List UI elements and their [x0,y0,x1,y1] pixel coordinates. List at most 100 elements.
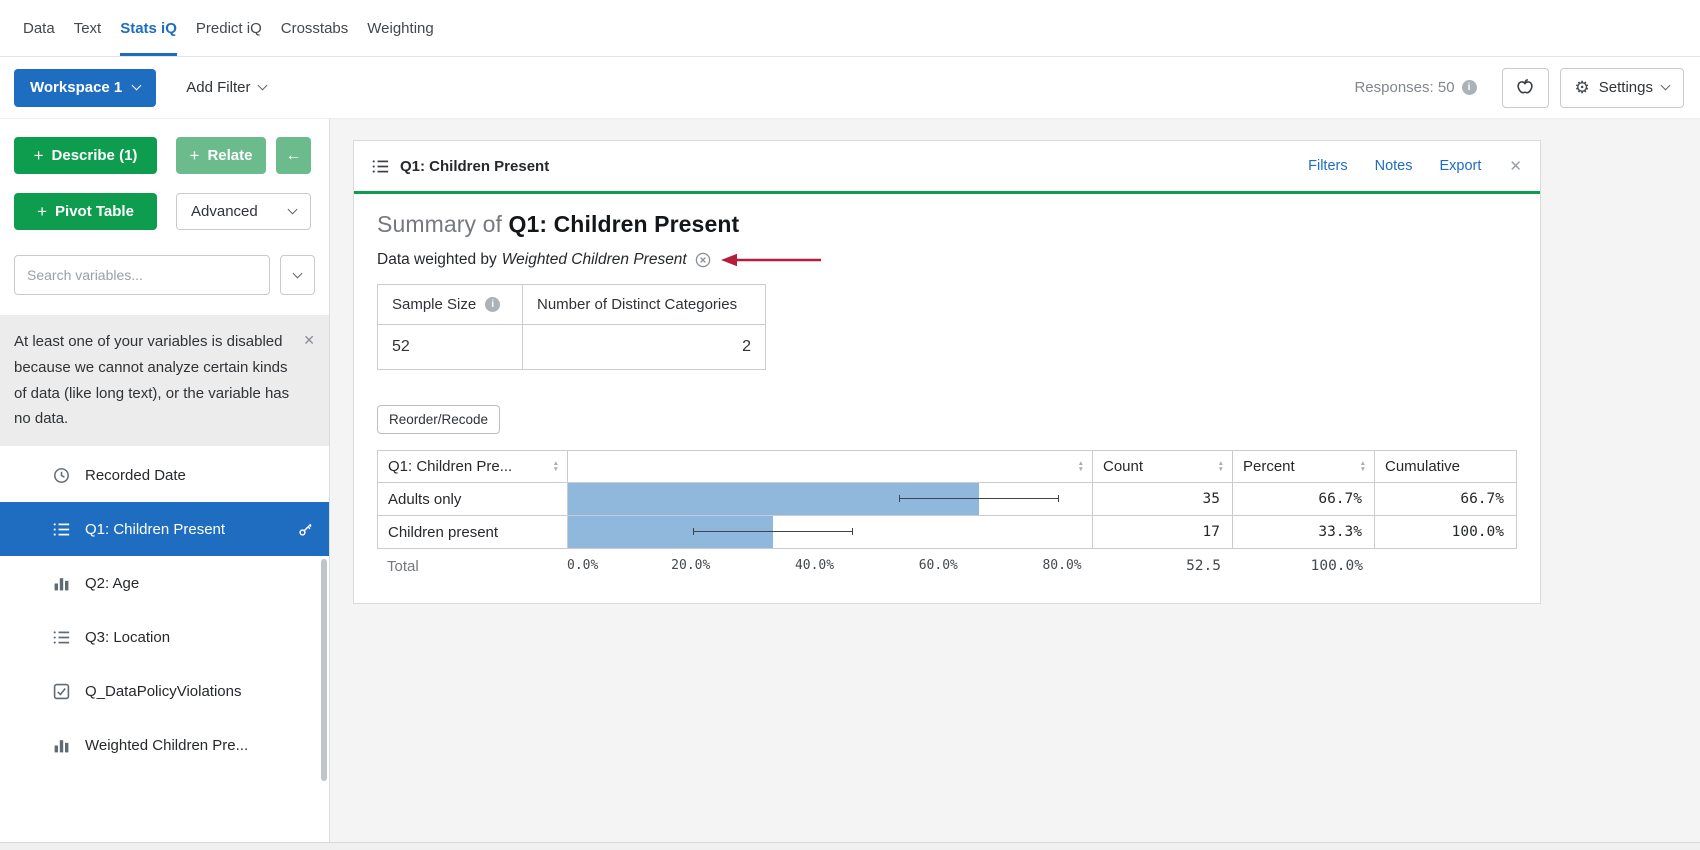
filters-link[interactable]: Filters [1308,158,1348,174]
bar-cell [567,515,1093,549]
info-icon: i [1461,80,1477,95]
variable-item[interactable]: Weighted Children Pre... [0,718,329,772]
tab-stats-iq[interactable]: Stats iQ [120,0,177,56]
cumulative-value: 100.0% [1374,515,1517,549]
collapse-panel-button[interactable]: ← [276,137,311,174]
results-tbody: Adults only 35 66.7% 66.7% Children present 1… [377,482,1517,549]
learning-resources-button[interactable] [1501,67,1549,108]
notice-text: At least one of your variables is disabl… [14,333,290,428]
pivot-table-label: Pivot Table [55,203,134,220]
advanced-dropdown[interactable]: Advanced [176,193,311,230]
summary-variable-name: Q1: Children Present [508,211,740,237]
clock-icon [53,467,70,484]
variable-item[interactable]: Q3: Location [0,610,329,664]
column-header-cumulative[interactable]: Cumulative [1374,450,1517,483]
reorder-recode-button[interactable]: Reorder/Recode [377,405,501,434]
bar [568,483,980,515]
variable-item[interactable]: Q2: Age [0,556,329,610]
variable-label: Q_DataPolicyViolations [85,682,242,700]
chevron-down-icon [258,80,268,91]
sidebar: + Describe (1) + Relate ← + Pivot Table … [0,119,330,850]
tab-text[interactable]: Text [73,19,102,37]
chevron-down-icon [292,268,303,278]
variable-label: Weighted Children Pre... [85,736,249,754]
result-row: Adults only 35 66.7% 66.7% [377,482,1517,516]
chevron-down-icon [131,80,142,91]
count-value: 17 [1092,515,1233,549]
notes-link[interactable]: Notes [1374,158,1413,174]
axis-tick: 20.0% [671,558,711,573]
chevron-down-icon [287,204,298,215]
column-header-chart[interactable]: ▲ ▼ [567,450,1093,483]
bar [568,516,774,548]
tab-weighting[interactable]: Weighting [367,19,434,37]
category-label: Children present [377,515,568,549]
left-arrow-icon: ← [285,146,302,164]
sort-icon: ▲ ▼ [1077,460,1084,473]
column-header-percent[interactable]: Percent ▲ ▼ [1232,450,1375,483]
distinct-categories-header: Number of Distinct Categories [522,284,766,325]
pivot-table-button[interactable]: + Pivot Table [14,193,157,230]
analysis-card: Q1: Children Present Filters Notes Export … [353,140,1541,604]
search-options-button[interactable] [280,255,315,295]
axis-tick: 80.0% [1042,558,1082,573]
sort-icon: ▲ ▼ [552,460,559,473]
summary-stats-table: Sample Size i Number of Distinct Categori… [377,284,766,370]
results-section: Q1: Children Pre... ▲ ▼ ▲ ▼ Count ▲ ▼ Percent… [377,450,1517,583]
workspace-label: Workspace 1 [30,79,123,96]
sort-icon: ▲ ▼ [1217,460,1224,473]
error-bar [899,495,1060,502]
wrench-icon[interactable] [298,522,313,537]
card-actions: Filters Notes Export [1308,158,1481,174]
workspace-button[interactable]: Workspace 1 [14,68,157,107]
settings-button[interactable]: ⚙ Settings [1559,67,1684,108]
relate-button[interactable]: + Relate [176,137,266,174]
close-icon[interactable]: ✕ [303,332,315,348]
total-row: Total 0.0% 20.0% 40.0% 60.0% 80.0% 52.5 100.… [377,549,1517,583]
error-bar [693,528,854,535]
axis-tick: 0.0% [567,558,599,573]
main-area: Q1: Children Present Filters Notes Export … [330,119,1700,850]
disabled-variables-notice: At least one of your variables is disabl… [0,315,329,447]
close-icon[interactable]: ✕ [1509,158,1522,175]
describe-label: Describe (1) [51,147,138,164]
search-input[interactable] [14,255,270,295]
export-link[interactable]: Export [1439,158,1482,174]
bar-chart-icon [53,575,70,592]
summary-prefix: Summary of [377,211,509,237]
total-label: Total [387,557,419,575]
top-nav: Data Text Stats iQ Predict iQ Crosstabs Weigh… [0,0,1700,57]
remove-weighting-icon[interactable] [695,252,711,268]
responses-count: Responses: 50 i [1354,79,1477,96]
variable-item[interactable]: Q1: Children Present [0,502,329,557]
variable-label: Q1: Children Present [85,520,226,538]
add-filter-button[interactable]: Add Filter [186,79,268,96]
list-icon [372,158,389,175]
plus-icon: + [37,201,48,221]
annotation-arrow-icon [720,252,824,268]
plus-icon: + [33,145,44,165]
results-table: Q1: Children Pre... ▲ ▼ ▲ ▼ Count ▲ ▼ Percent… [377,450,1517,549]
variable-item[interactable]: Q_DataPolicyViolations [0,664,329,718]
category-label: Adults only [377,482,568,516]
responses-label: Responses: 50 [1354,79,1455,96]
sample-size-value: 52 [377,324,523,370]
card-body: Summary of Q1: Children Present Data wei… [354,194,1540,603]
info-icon: i [485,297,501,312]
sidebar-scrollbar[interactable] [321,559,327,781]
tab-data[interactable]: Data [23,19,55,37]
column-header-variable[interactable]: Q1: Children Pre... ▲ ▼ [377,450,568,483]
variable-item[interactable]: Recorded Date [0,448,329,502]
plus-icon: + [189,145,200,165]
total-percent: 100.0% [1310,558,1363,574]
result-row: Children present 17 33.3% 100.0% [377,515,1517,549]
horizontal-scrollbar[interactable] [0,842,1700,850]
advanced-label: Advanced [191,203,258,220]
checkbox-icon [53,683,70,700]
tab-crosstabs[interactable]: Crosstabs [280,19,349,37]
tab-predict-iq[interactable]: Predict iQ [195,19,262,37]
weighted-by-line: Data weighted by Weighted Children Prese… [377,251,1517,269]
summary-heading: Summary of Q1: Children Present [377,211,1517,238]
column-header-count[interactable]: Count ▲ ▼ [1092,450,1233,483]
describe-button[interactable]: + Describe (1) [14,137,157,174]
